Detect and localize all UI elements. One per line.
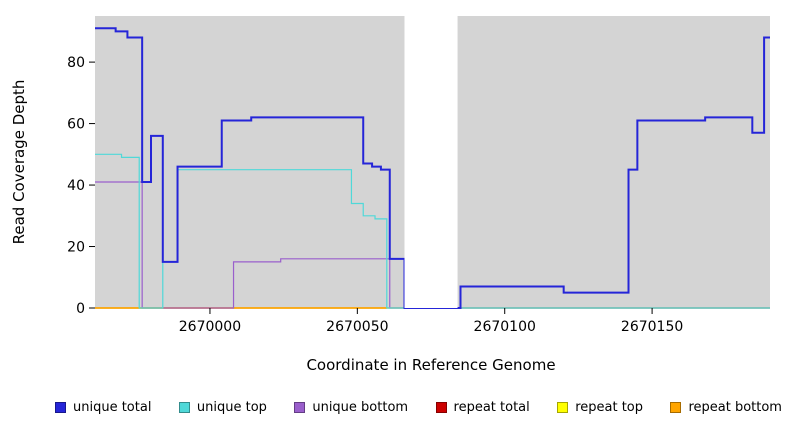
y-tick-label: 20 xyxy=(67,240,85,256)
x-tick-label: 2670100 xyxy=(474,319,536,335)
legend-item: unique total xyxy=(55,400,151,415)
legend-label: unique total xyxy=(73,400,152,415)
x-tick-label: 2670050 xyxy=(326,319,388,335)
legend-item: unique bottom xyxy=(294,400,408,415)
legend-swatch xyxy=(670,402,682,413)
coverage-chart-figure: 2670000 2670050 2670100 2670150 0 20 40 60 80 Rea… xyxy=(10,16,782,415)
legend-label: repeat bottom xyxy=(688,400,782,415)
y-tick-label: 0 xyxy=(76,301,85,317)
x-tick-label: 2670150 xyxy=(621,319,683,335)
y-axis-label: Read Coverage Depth xyxy=(10,80,28,245)
coverage-chart-plot: 2670000 2670050 2670100 2670150 0 20 40 60 80 Rea… xyxy=(10,16,770,335)
x-axis-label: Coordinate in Reference Genome xyxy=(306,356,556,374)
legend-swatch xyxy=(294,402,306,413)
no-coverage-gap xyxy=(404,16,458,308)
y-tick-label: 40 xyxy=(67,178,85,194)
legend-item: unique top xyxy=(178,400,267,415)
legend-swatch xyxy=(557,402,569,413)
legend-label: repeat top xyxy=(575,400,643,415)
series-unique-top xyxy=(95,153,770,309)
x-tick-label: 2670000 xyxy=(179,319,241,335)
legend-item: repeat bottom xyxy=(670,400,782,415)
series-unique-total xyxy=(95,27,770,309)
y-tick-label: 80 xyxy=(67,55,85,71)
legend-item: repeat top xyxy=(557,400,643,415)
chart-legend: unique total unique top unique bottom repea… xyxy=(55,400,782,415)
legend-label: unique top xyxy=(196,400,267,415)
legend-swatch xyxy=(178,402,190,413)
y-tick-label: 60 xyxy=(67,117,85,133)
legend-swatch xyxy=(435,402,447,413)
legend-label: unique bottom xyxy=(312,400,409,415)
legend-label: repeat total xyxy=(453,400,530,415)
legend-item: repeat total xyxy=(435,400,530,415)
legend-swatch xyxy=(55,402,66,413)
series-unique-bottom xyxy=(95,181,770,309)
